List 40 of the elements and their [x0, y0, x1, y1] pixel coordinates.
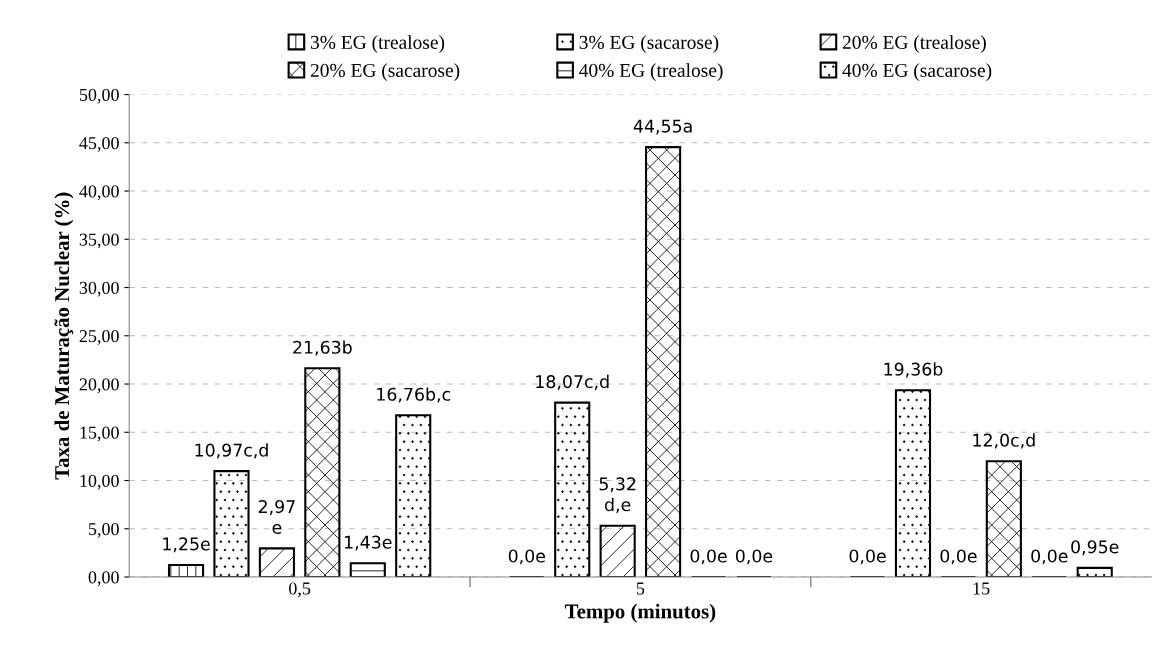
data-label: 10,97c,d	[195, 443, 268, 459]
data-label: 0,0e	[940, 549, 977, 565]
data-label: 16,76b,c	[377, 387, 451, 403]
data-label: 44,55a	[633, 119, 692, 135]
data-label: 0,0e	[735, 549, 773, 565]
data-label: 12,0c,d	[973, 433, 1035, 449]
legend-label: 3% EG (sacarose)	[579, 35, 719, 53]
y-tick-label: 5,00	[88, 523, 119, 538]
y-tick-label: 50,00	[79, 88, 119, 104]
data-label: 5,32 d,e	[599, 477, 636, 513]
legend-label: 20% EG (trealose)	[842, 35, 986, 53]
data-label: 0,0e	[508, 549, 546, 565]
legend-label: 40% EG (trealose)	[579, 63, 723, 81]
data-label: 1,43e	[345, 535, 392, 551]
x-tick-label: 0,5	[289, 582, 311, 598]
data-label: 0,0e	[849, 549, 886, 565]
y-axis-title: Taxa de Maturação Nuclear (%)	[54, 192, 74, 480]
x-tick-label: 15	[973, 582, 990, 595]
y-tick-label: 30,00	[79, 281, 119, 297]
x-tick-label: 5	[636, 582, 645, 595]
data-label: 1,25e	[163, 537, 210, 553]
x-axis-title: Tempo (minutos)	[564, 603, 716, 623]
data-label: 2,97 e	[258, 499, 295, 534]
data-label: 19,36b	[884, 362, 943, 378]
y-tick-label: 15,00	[80, 426, 119, 442]
legend-label: 3% EG (trealose)	[310, 35, 445, 53]
y-tick-label: 40,00	[79, 185, 119, 201]
data-label: 0,95e	[1071, 540, 1119, 556]
legend-label: 40% EG (sacarose)	[842, 63, 992, 81]
y-tick-label: 35,00	[79, 233, 119, 249]
y-tick-label: 25,00	[79, 330, 119, 345]
y-tick-label: 10,00	[80, 474, 119, 490]
y-tick-label: 20,00	[79, 378, 119, 394]
data-label: 0,0e	[690, 549, 727, 565]
y-tick-label: 45,00	[79, 137, 119, 152]
legend-label: 20% EG (sacarose)	[310, 63, 460, 81]
data-label: 18,07c,d	[536, 374, 609, 390]
y-tick-label: 0,00	[88, 571, 119, 587]
data-label: 21,63b	[293, 340, 352, 356]
data-label: 0,0e	[1031, 549, 1068, 565]
